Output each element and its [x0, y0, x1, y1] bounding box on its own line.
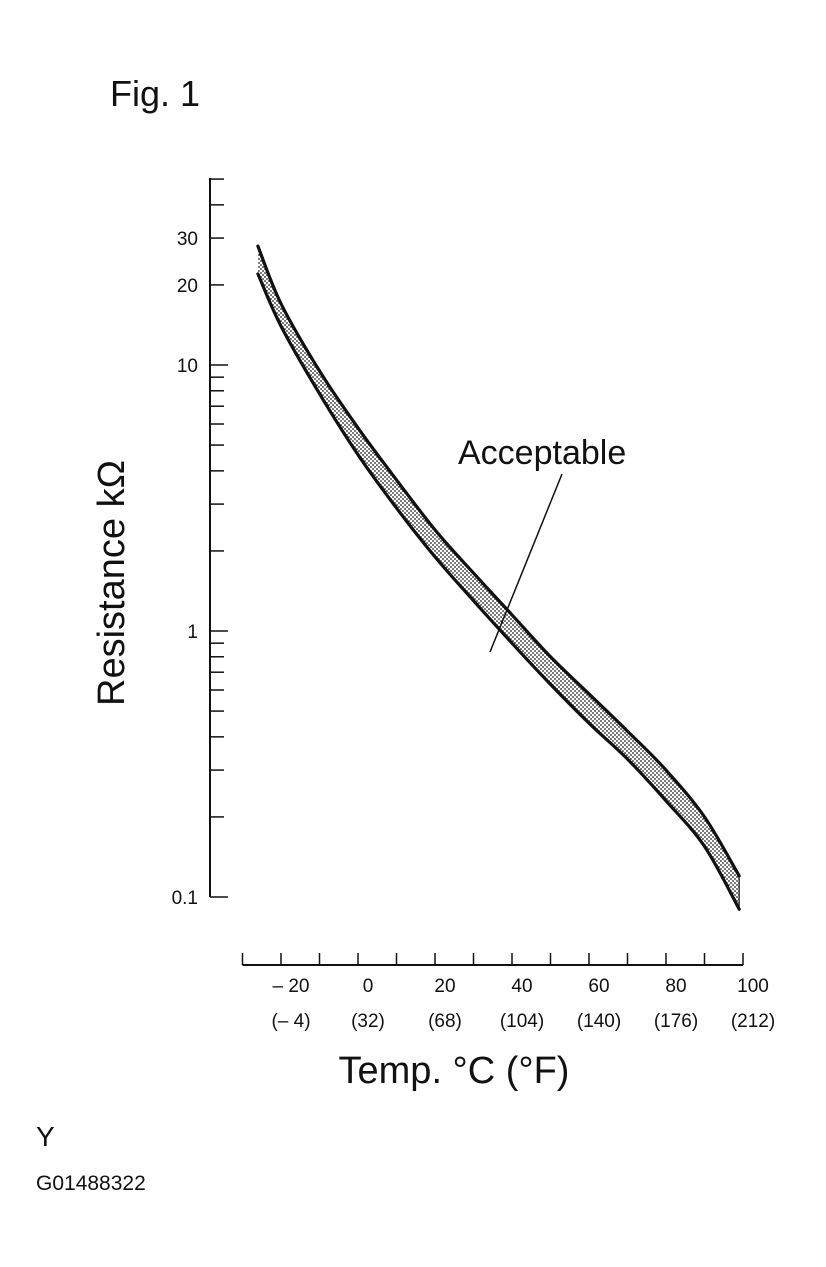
x-tick-label: – 20 — [273, 976, 310, 997]
x-tick-label-fahrenheit: (32) — [351, 1011, 385, 1032]
x-tick-label-fahrenheit: (104) — [500, 1011, 544, 1032]
annotation-leader-line — [489, 473, 563, 653]
x-tick-label: 20 — [434, 976, 455, 997]
x-tick-label: 100 — [737, 976, 769, 997]
x-tick-label: 40 — [511, 976, 532, 997]
x-tick-label-fahrenheit: (176) — [654, 1011, 698, 1032]
footer-letter: Y — [36, 1121, 55, 1152]
x-axis-label: Temp. °C (°F) — [339, 1050, 570, 1092]
y-tick-label: 30 — [177, 229, 198, 250]
x-tick-label-fahrenheit: (68) — [428, 1011, 462, 1032]
y-tick-label: 0.1 — [172, 888, 198, 909]
x-tick-label-fahrenheit: (140) — [577, 1011, 621, 1032]
x-axis: – 20 (– 4) 0 (32) 20 (68) 40 (104) 60 (140) 80 (176… — [241, 953, 775, 1032]
y-axis: 0.1 1 10 20 30 — [172, 178, 228, 909]
upper-limit-curve — [256, 244, 741, 878]
y-tick-label: 1 — [187, 622, 198, 643]
x-tick-label: 0 — [363, 976, 374, 997]
y-tick-label: 10 — [177, 356, 198, 377]
x-tick-label-fahrenheit: (212) — [731, 1011, 775, 1032]
y-axis-label: Resistance kΩ — [91, 460, 133, 706]
x-tick-label: 60 — [588, 976, 609, 997]
footer-code: G01488322 — [36, 1172, 146, 1195]
x-tick-label-fahrenheit: (– 4) — [271, 1011, 310, 1032]
acceptable-annotation: Acceptable — [458, 434, 626, 472]
lower-limit-curve — [256, 272, 741, 911]
x-tick-label: 80 — [665, 976, 686, 997]
acceptable-band — [257, 246, 740, 910]
y-tick-label: 20 — [177, 276, 198, 297]
plot-area — [256, 244, 741, 911]
figure-label: Fig. 1 — [110, 73, 200, 114]
